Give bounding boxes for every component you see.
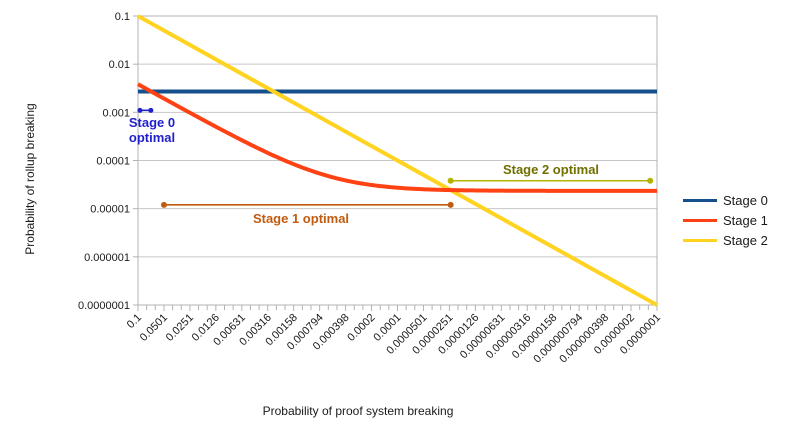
annotation-stage-2-optimal: Stage 2 optimal — [502, 162, 600, 177]
stage2-optimal-dot-start — [447, 177, 454, 184]
stage0-optimal-dot-start — [137, 107, 143, 113]
y-tick-label: 0.1 — [115, 11, 130, 23]
stage1-optimal-dot-start — [160, 201, 167, 208]
legend-item-stage-0: Stage 0 — [683, 190, 768, 210]
stage2-optimal-dot-end — [647, 177, 654, 184]
legend-label-stage-1: Stage 1 — [723, 212, 768, 228]
y-tick-label: 0.000001 — [84, 252, 130, 264]
annotation-stage-1-optimal: Stage 1 optimal — [252, 211, 350, 226]
x-tick-label: 0.0002 — [345, 312, 377, 344]
y-tick-label: 0.0000001 — [78, 300, 130, 312]
x-axis-title: Probability of proof system breaking — [262, 404, 454, 418]
y-tick-label: 0.001 — [102, 107, 130, 119]
x-tick-label: 0.1 — [125, 312, 144, 331]
y-tick-label: 0.01 — [109, 59, 130, 71]
legend-swatch-stage-0 — [683, 198, 717, 202]
legend-swatch-stage-2 — [683, 238, 717, 242]
legend-label-stage-2: Stage 2 — [723, 232, 768, 248]
y-tick-label: 0.00001 — [90, 204, 130, 216]
stage0-optimal-dot-end — [148, 107, 154, 113]
series-line-stage-1 — [137, 82, 657, 193]
y-axis-title: Probability of rollup breaking — [23, 103, 37, 255]
y-tick-label: 0.0001 — [96, 156, 130, 168]
legend-label-stage-0: Stage 0 — [723, 192, 768, 208]
series-line-stage-2 — [137, 14, 658, 307]
x-tick-label: 0.0251 — [164, 312, 196, 344]
annotation-stage-0-optimal: Stage 0 optimal — [128, 115, 176, 145]
legend-item-stage-1: Stage 1 — [683, 210, 768, 230]
legend: Stage 0 Stage 1 Stage 2 — [683, 190, 768, 250]
legend-item-stage-2: Stage 2 — [683, 230, 768, 250]
legend-swatch-stage-1 — [683, 218, 717, 222]
x-tick-label: 0.0501 — [138, 312, 170, 344]
stage1-optimal-dot-end — [447, 201, 454, 208]
